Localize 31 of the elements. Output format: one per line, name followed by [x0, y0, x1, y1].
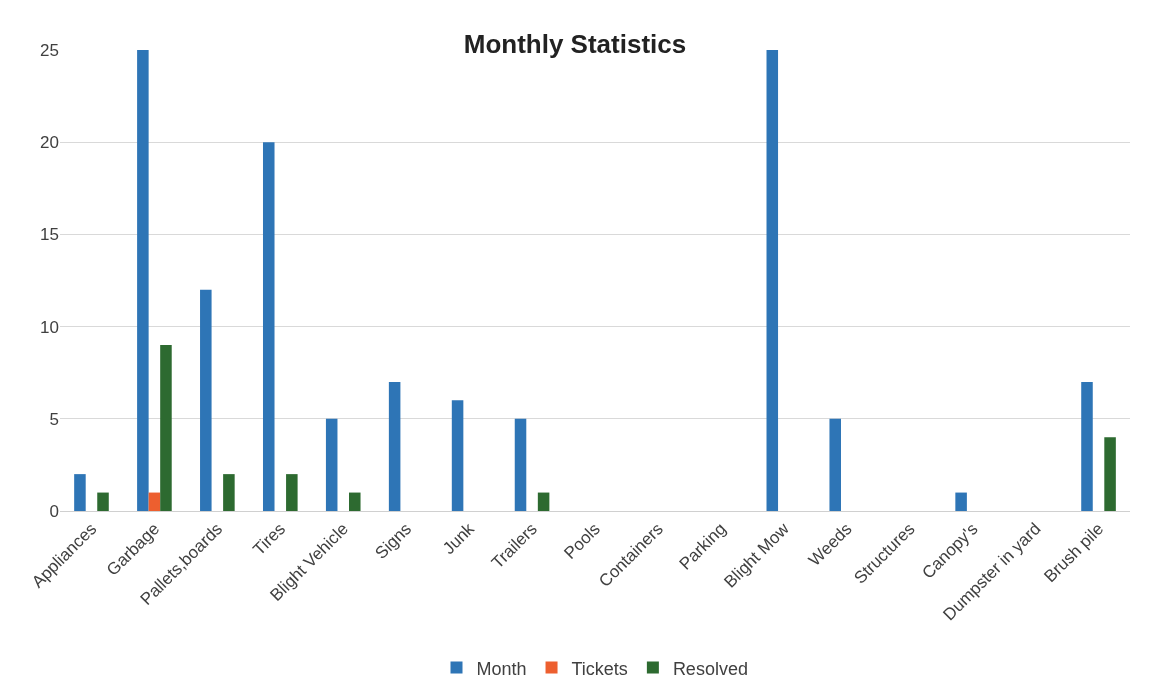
legend-label: Resolved	[672, 658, 748, 679]
bar	[388, 381, 401, 511]
bar	[286, 474, 298, 511]
bar	[514, 418, 527, 511]
bar	[200, 289, 212, 511]
chart-title: Monthly Statistics	[463, 29, 687, 60]
bar	[97, 492, 109, 511]
bar	[223, 474, 235, 511]
legend-label: Tickets	[571, 658, 628, 679]
bar	[262, 142, 275, 511]
y-tick-label: 15	[40, 225, 59, 245]
bar	[829, 418, 841, 511]
bar	[160, 345, 172, 511]
bar	[1081, 381, 1093, 511]
y-tick-label: 5	[49, 409, 59, 429]
bar	[955, 492, 967, 511]
bar	[451, 400, 464, 511]
bar	[148, 492, 161, 511]
x-tick-label: Tires	[249, 519, 290, 560]
y-tick-label: 10	[40, 317, 59, 337]
y-tick-label: 20	[40, 133, 59, 153]
bar	[766, 50, 779, 511]
bar	[325, 418, 338, 511]
bar	[349, 492, 361, 511]
y-tick-label: 0	[49, 501, 59, 521]
y-tick-label: 25	[40, 40, 59, 60]
bar	[137, 50, 149, 511]
legend-label: Month	[476, 658, 527, 679]
bar	[1104, 437, 1116, 511]
bar	[537, 492, 550, 511]
bar	[74, 474, 86, 511]
